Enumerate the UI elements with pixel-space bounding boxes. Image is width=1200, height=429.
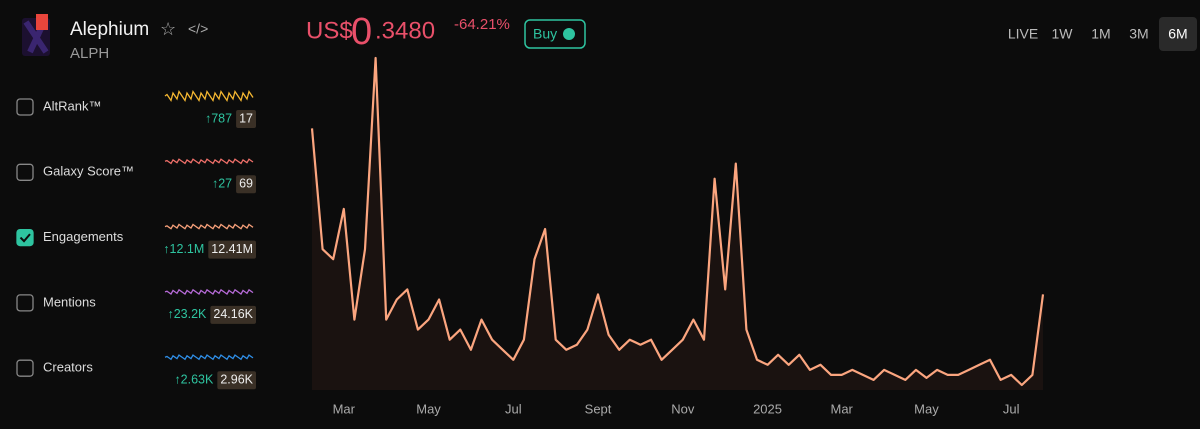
area-fill — [312, 58, 1043, 390]
buy-button-frame[interactable] — [524, 19, 586, 49]
metric-value-bg — [210, 305, 256, 324]
sparkline — [164, 354, 254, 361]
x-tick-label: Mar — [333, 401, 356, 416]
x-tick-label: Jul — [1003, 401, 1020, 416]
metric-value: 69 — [239, 177, 253, 191]
chart: Mar May Jul Sept Nov 2025 Mar May Jul — [310, 56, 1045, 416]
buy-label[interactable]: Buy — [533, 26, 557, 42]
checkbox[interactable] — [16, 359, 34, 377]
timeframe-option[interactable]: 1M — [1091, 26, 1110, 42]
checkbox[interactable] — [16, 228, 34, 247]
metric-change: ↑2.63K — [174, 372, 214, 386]
metric-value-bg — [217, 371, 256, 390]
buy-button[interactable]: Buy — [524, 19, 586, 49]
line — [310, 56, 1045, 387]
metric-change: ↑787 — [205, 111, 232, 125]
price-integer: 0 — [351, 11, 372, 53]
metric-change: ↑12.1M — [163, 242, 204, 256]
coin-ticker: ALPH — [70, 45, 109, 62]
x-tick-label: May — [416, 401, 441, 416]
metric-change: ↑23.2K — [167, 307, 207, 321]
checkbox[interactable] — [16, 163, 34, 181]
metric-label[interactable]: Engagements — [43, 229, 124, 244]
metric-value-bg — [236, 175, 256, 194]
timeframe-option[interactable]: 6M — [1168, 26, 1187, 42]
metrics-panel: AltRank™ 17 ↑787 Galaxy Score™ 69 ↑27 Engageme… — [16, 89, 256, 390]
metric-label[interactable]: Mentions — [43, 294, 96, 309]
metric-value: 12.41M — [211, 242, 253, 256]
price-change: -64.21% — [454, 16, 510, 33]
x-tick-label: Nov — [671, 401, 695, 416]
metric-value: 24.16K — [213, 307, 253, 321]
metric-value-bg — [236, 110, 256, 128]
timeframe-option[interactable]: LIVE — [1008, 26, 1038, 42]
sparkline — [164, 288, 254, 295]
sparkline — [164, 158, 254, 165]
sparkline — [164, 89, 254, 103]
buy-icon[interactable] — [563, 28, 575, 40]
timeframe-active-bg[interactable] — [1159, 17, 1197, 51]
timeframe-option[interactable]: 1W — [1052, 26, 1074, 42]
metric-value: 17 — [239, 111, 253, 125]
metric-value-bg — [208, 240, 256, 259]
timeframe-option[interactable]: 3M — [1129, 26, 1148, 42]
logo — [22, 14, 50, 56]
x-tick-label: Jul — [505, 401, 522, 416]
x-tick-label: 2025 — [753, 401, 782, 416]
metric-label[interactable]: AltRank™ — [43, 98, 102, 113]
coin-name: Alephium — [70, 19, 149, 40]
sparkline — [164, 223, 254, 230]
x-tick-label: Mar — [831, 401, 854, 416]
price-decimal: .3480 — [375, 17, 435, 44]
price-currency: US$ — [306, 17, 353, 44]
metric-label[interactable]: Creators — [43, 360, 93, 375]
metric-value: 2.96K — [220, 372, 253, 386]
metric-label[interactable]: Galaxy Score™ — [43, 164, 134, 179]
checkbox-check[interactable] — [19, 233, 31, 243]
favorite-star[interactable]: ☆ — [160, 19, 176, 39]
x-tick-label: Sept — [585, 401, 612, 416]
checkbox[interactable] — [16, 294, 34, 312]
x-tick-label: May — [914, 401, 939, 416]
metric-change: ↑27 — [212, 177, 232, 191]
embed-icon[interactable]: </> — [188, 21, 208, 37]
checkbox[interactable] — [16, 98, 34, 116]
timeframes: LIVE 1W 1M 3M 6M — [1008, 17, 1197, 51]
